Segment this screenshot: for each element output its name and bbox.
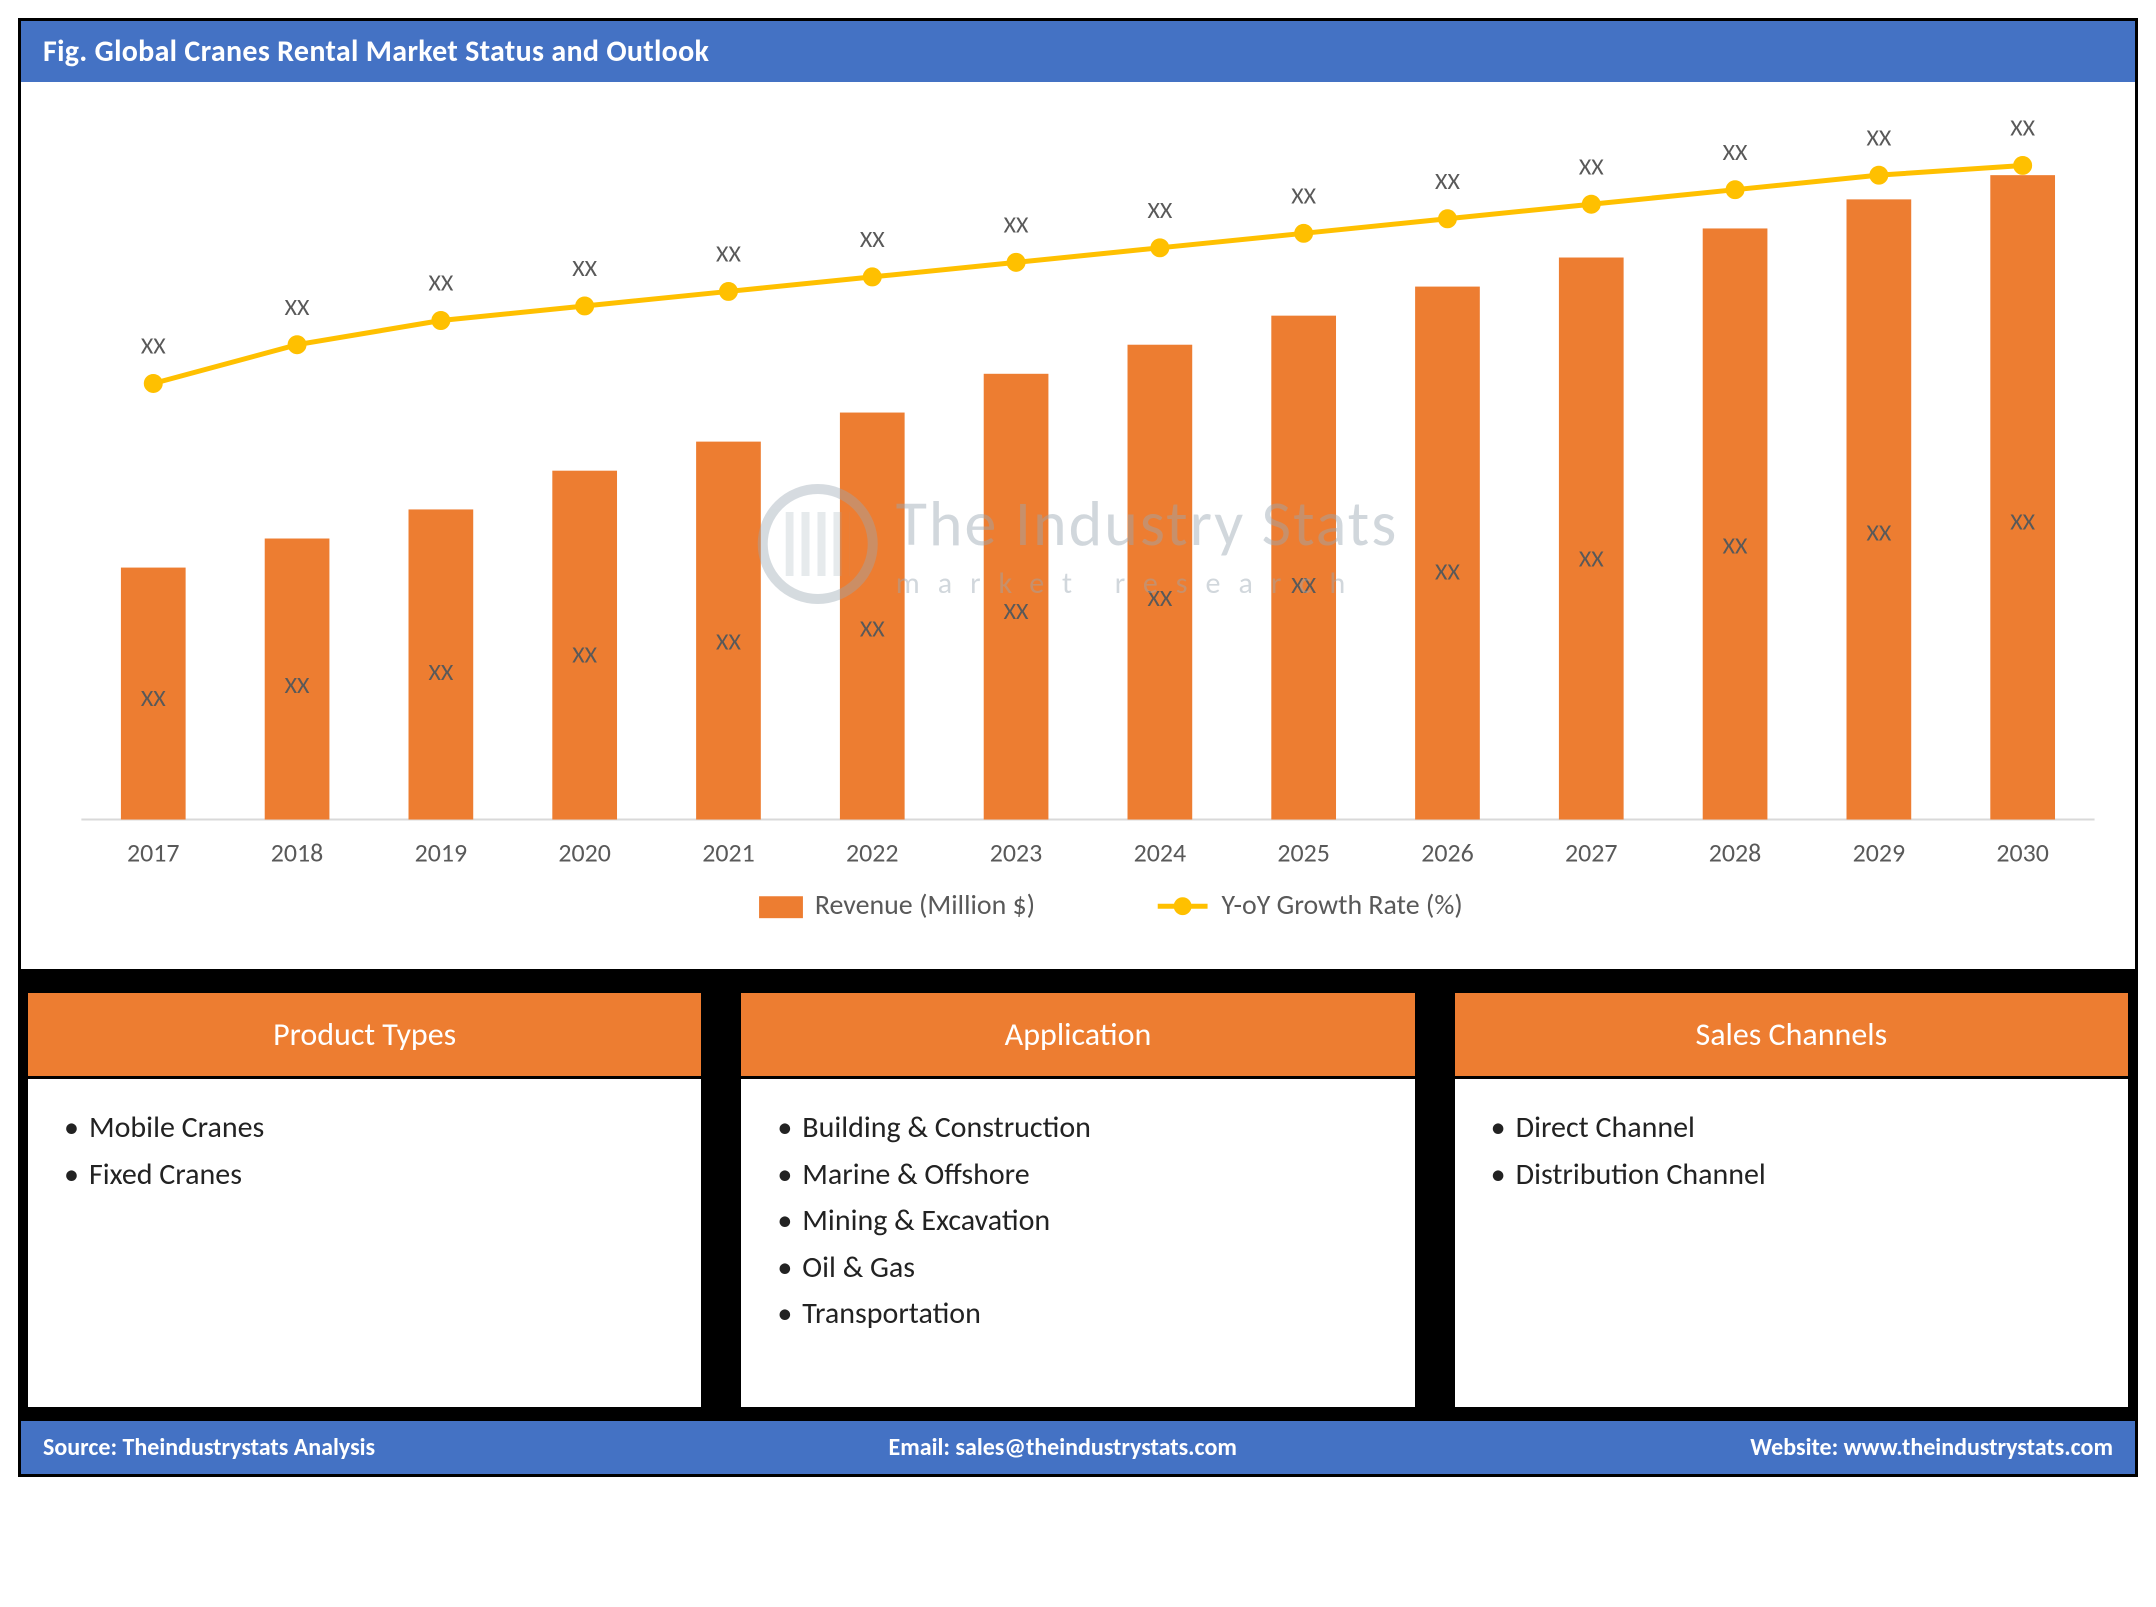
svg-text:2026: 2026 [1421, 836, 1474, 868]
svg-text:2025: 2025 [1277, 836, 1330, 868]
info-box-item: Building & Construction [777, 1105, 1378, 1152]
svg-text:XX: XX [141, 684, 166, 713]
svg-text:2022: 2022 [846, 836, 899, 868]
chart-panel: XX 2017 XX 2018 XX 2019 XX 2020 XX 2021 XX 2022 XX 20… [21, 82, 2135, 972]
svg-text:XX: XX [1435, 167, 1460, 196]
info-box-header: Application [741, 993, 1414, 1079]
info-box-item: Mining & Excavation [777, 1198, 1378, 1245]
footer-source-value: Theindustrystats Analysis [123, 1433, 376, 1462]
svg-text:XX: XX [1579, 152, 1604, 181]
svg-text:2027: 2027 [1565, 836, 1618, 868]
svg-text:XX: XX [1579, 545, 1604, 574]
svg-text:XX: XX [1866, 123, 1891, 152]
svg-text:2017: 2017 [127, 836, 180, 868]
info-box-body: Building & ConstructionMarine & Offshore… [741, 1079, 1414, 1364]
svg-text:XX: XX [860, 225, 885, 254]
svg-text:XX: XX [572, 641, 597, 670]
svg-text:XX: XX [1291, 181, 1316, 210]
svg-text:2028: 2028 [1709, 836, 1762, 868]
info-box-body: Mobile CranesFixed Cranes [28, 1079, 701, 1224]
footer-website-label: Website: [1750, 1433, 1843, 1462]
svg-text:2030: 2030 [1996, 836, 2049, 868]
footer-source-label: Source: [43, 1433, 123, 1462]
svg-text:XX: XX [1435, 558, 1460, 587]
footer-email-label: Email: [888, 1433, 955, 1462]
info-box-item: Direct Channel [1491, 1105, 2092, 1152]
info-box: Product TypesMobile CranesFixed Cranes [25, 990, 704, 1410]
svg-text:XX: XX [141, 332, 166, 361]
svg-text:XX: XX [1291, 571, 1316, 600]
info-box: Sales ChannelsDirect ChannelDistribution… [1452, 990, 2131, 1410]
svg-text:2021: 2021 [702, 836, 755, 868]
info-box-header: Sales Channels [1455, 993, 2128, 1079]
svg-text:XX: XX [716, 627, 741, 656]
footer-website-value: www.theindustrystats.com [1844, 1433, 2113, 1462]
info-box-item: Fixed Cranes [64, 1152, 665, 1199]
svg-text:2029: 2029 [1853, 836, 1906, 868]
svg-text:XX: XX [1723, 138, 1748, 167]
footer-email: Email: sales@theindustrystats.com [888, 1433, 1236, 1462]
info-boxes-row: Product TypesMobile CranesFixed CranesAp… [21, 972, 2135, 1418]
info-box-item: Distribution Channel [1491, 1152, 2092, 1199]
svg-text:Revenue (Million $): Revenue (Million $) [815, 888, 1035, 922]
svg-text:XX: XX [428, 658, 453, 687]
svg-text:XX: XX [716, 240, 741, 269]
svg-text:XX: XX [1004, 210, 1029, 239]
svg-text:XX: XX [572, 254, 597, 283]
svg-text:XX: XX [860, 614, 885, 643]
info-box-item: Transportation [777, 1291, 1378, 1338]
svg-text:XX: XX [285, 671, 310, 700]
info-box-item: Mobile Cranes [64, 1105, 665, 1152]
figure-container: Fig. Global Cranes Rental Market Status … [18, 18, 2138, 1477]
svg-text:XX: XX [1004, 597, 1029, 626]
svg-text:XX: XX [1147, 584, 1172, 613]
info-box-header: Product Types [28, 993, 701, 1079]
svg-text:2024: 2024 [1134, 836, 1187, 868]
footer-source: Source: Theindustrystats Analysis [43, 1433, 375, 1462]
svg-text:XX: XX [428, 269, 453, 298]
info-box-item: Marine & Offshore [777, 1152, 1378, 1199]
footer-website: Website: www.theindustrystats.com [1750, 1433, 2113, 1462]
info-box-item: Oil & Gas [777, 1245, 1378, 1292]
footer-email-value: sales@theindustrystats.com [955, 1433, 1237, 1462]
svg-text:XX: XX [1723, 532, 1748, 561]
svg-text:XX: XX [1147, 196, 1172, 225]
svg-text:2020: 2020 [558, 836, 611, 868]
svg-text:XX: XX [2010, 508, 2035, 537]
svg-text:XX: XX [1866, 518, 1891, 547]
info-box: ApplicationBuilding & ConstructionMarine… [738, 990, 1417, 1410]
info-box-body: Direct ChannelDistribution Channel [1455, 1079, 2128, 1224]
svg-text:XX: XX [285, 293, 310, 322]
figure-title: Fig. Global Cranes Rental Market Status … [21, 21, 2135, 82]
svg-text:2019: 2019 [415, 836, 468, 868]
combo-chart: XX 2017 XX 2018 XX 2019 XX 2020 XX 2021 XX 2022 XX 20… [21, 82, 2135, 969]
svg-text:2023: 2023 [990, 836, 1043, 868]
svg-text:XX: XX [2010, 114, 2035, 143]
footer-bar: Source: Theindustrystats Analysis Email:… [21, 1418, 2135, 1474]
svg-text:Y-oY Growth Rate (%): Y-oY Growth Rate (%) [1222, 888, 1463, 922]
svg-text:2018: 2018 [271, 836, 324, 868]
